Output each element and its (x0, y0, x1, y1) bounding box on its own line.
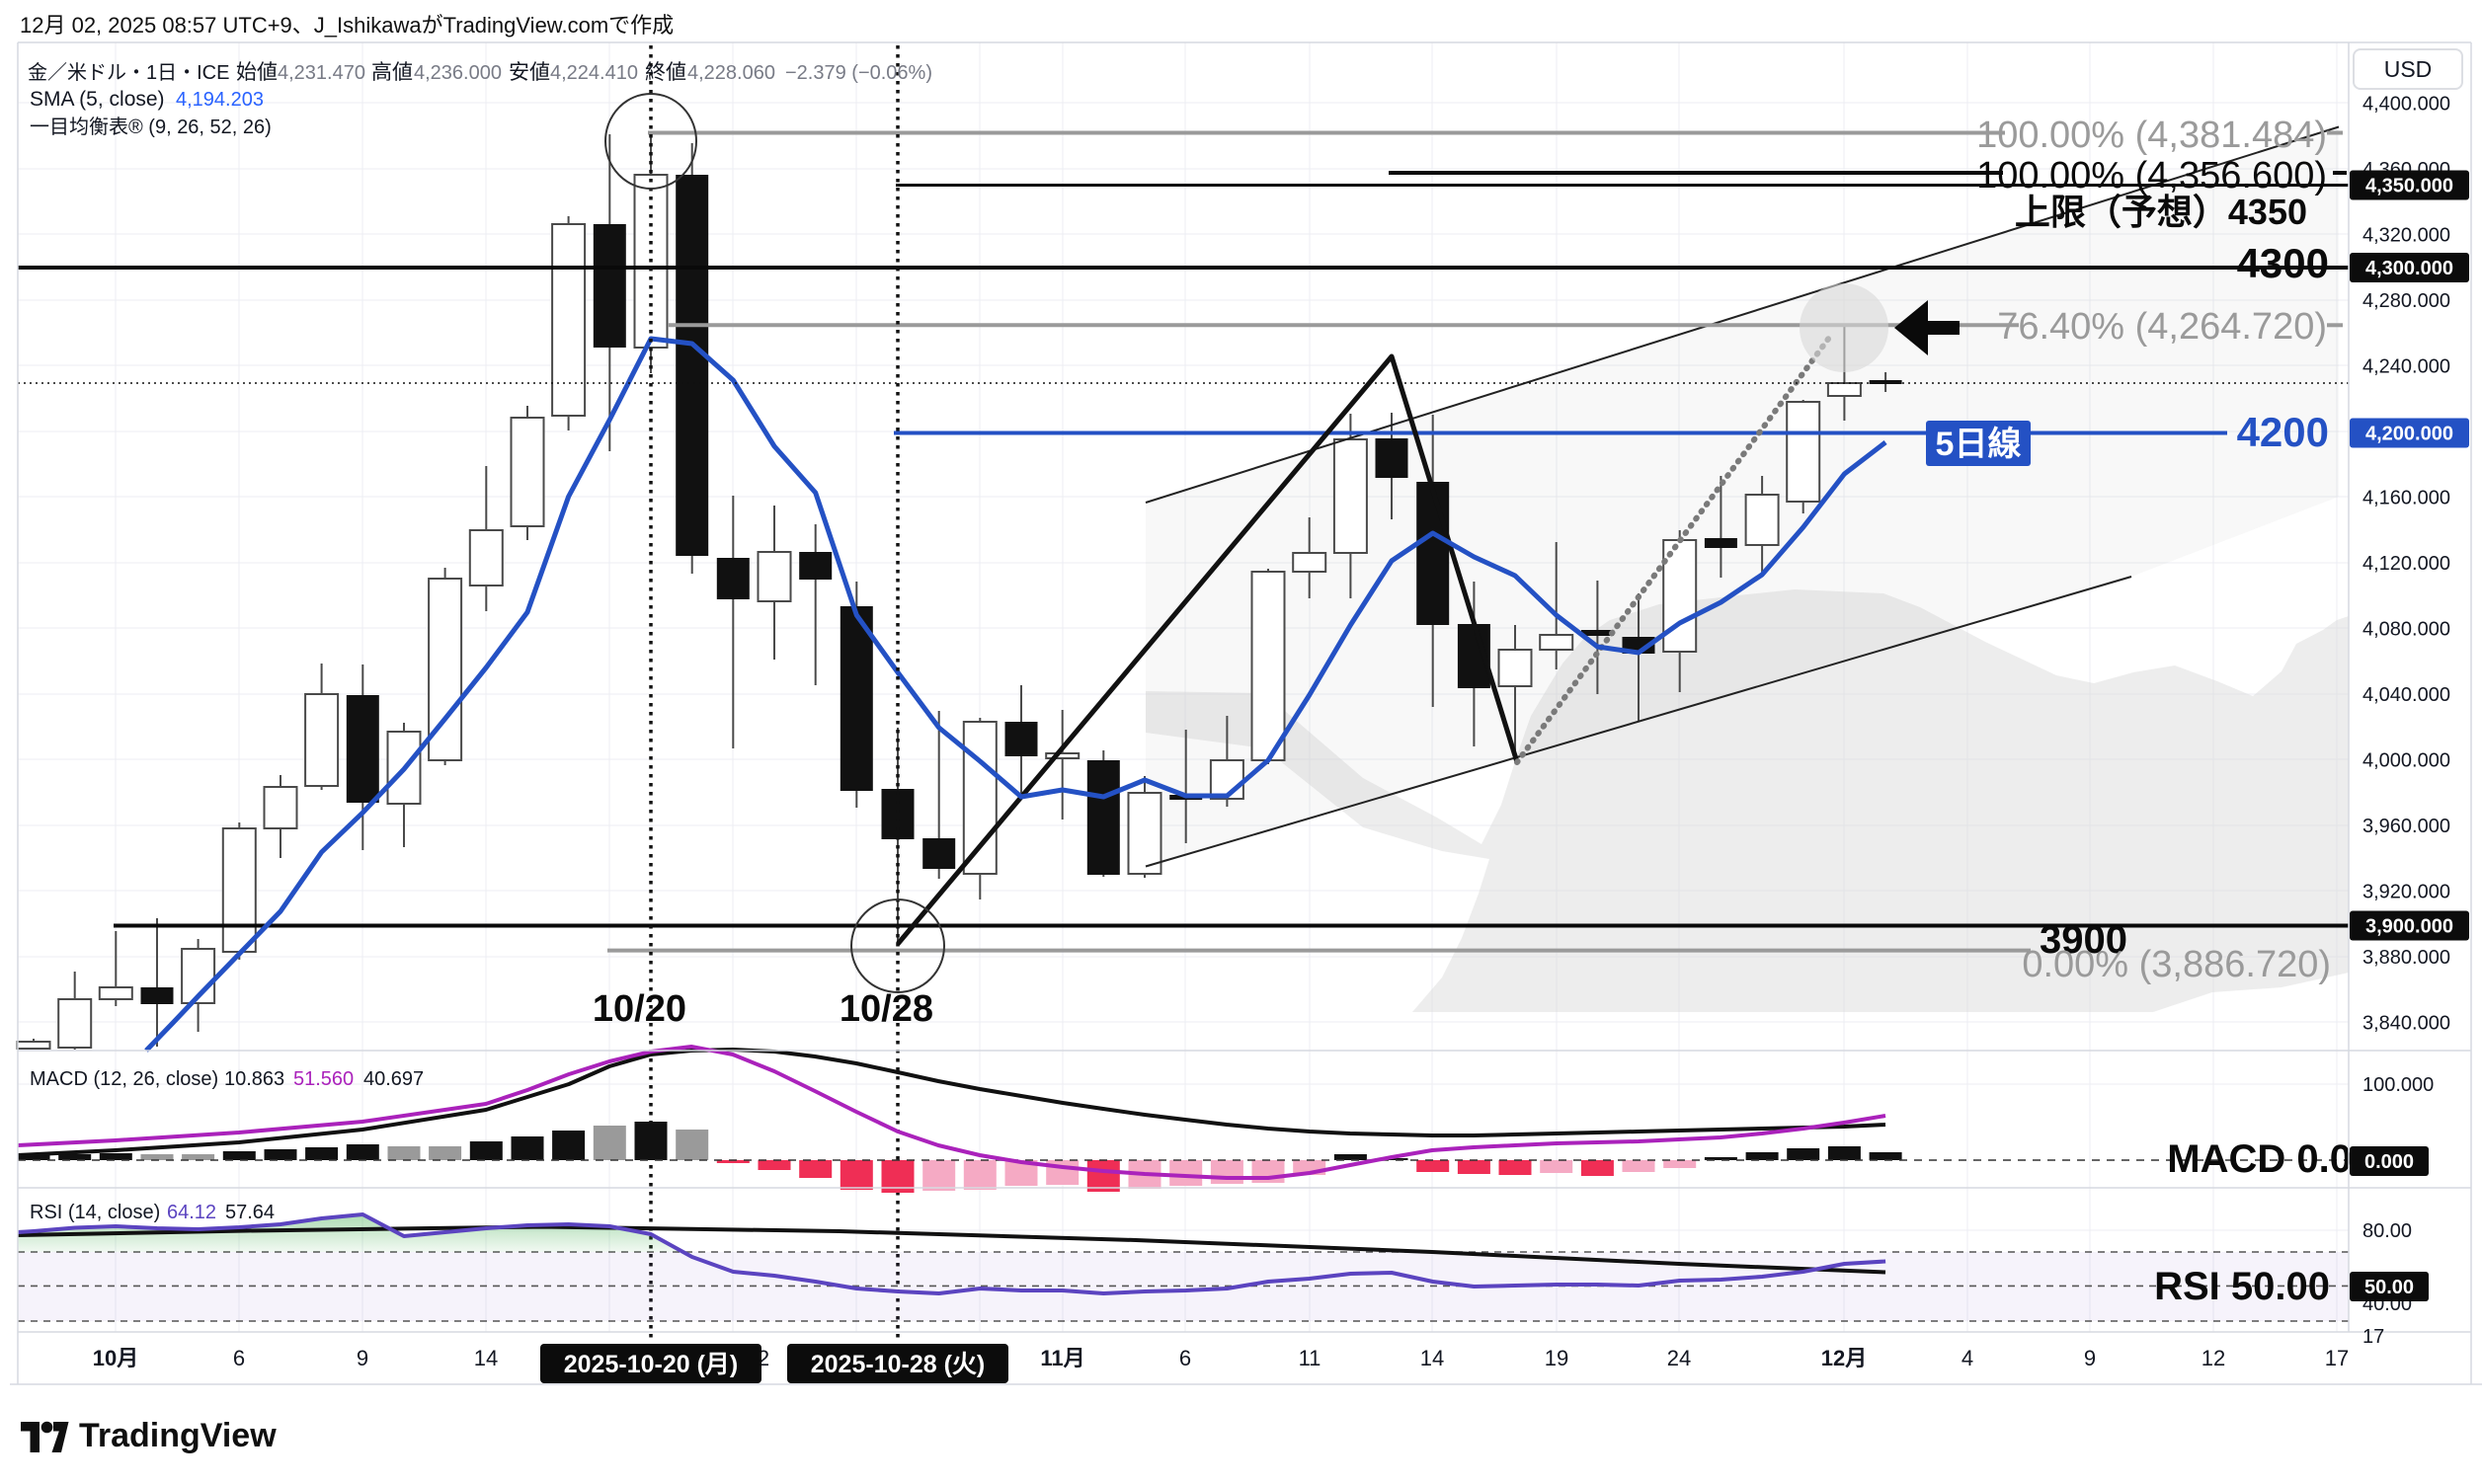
svg-text:3,880.000: 3,880.000 (2362, 947, 2450, 969)
svg-text:4,120.000: 4,120.000 (2362, 553, 2450, 575)
svg-text:3,960.000: 3,960.000 (2362, 816, 2450, 837)
svg-text:4: 4 (1962, 1346, 1973, 1370)
svg-text:3,900.000: 3,900.000 (2365, 916, 2453, 938)
svg-text:MACD 0.0: MACD 0.0 (2167, 1137, 2352, 1181)
svg-text:RSI (14, close): RSI (14, close) (30, 1202, 160, 1223)
svg-text:4,280.000: 4,280.000 (2362, 290, 2450, 312)
svg-text:4,231.470: 4,231.470 (278, 62, 365, 84)
svg-text:2025-10-28 (火): 2025-10-28 (火) (811, 1351, 985, 1378)
svg-text:上限（予想）4350: 上限（予想）4350 (2015, 192, 2307, 232)
svg-text:3,840.000: 3,840.000 (2362, 1012, 2450, 1034)
svg-text:64.12: 64.12 (167, 1202, 216, 1223)
svg-text:4,000.000: 4,000.000 (2362, 749, 2450, 771)
svg-text:6: 6 (1179, 1346, 1191, 1370)
svg-text:4200: 4200 (2237, 409, 2329, 455)
svg-text:12: 12 (2202, 1346, 2225, 1370)
svg-text:11月: 11月 (1040, 1346, 1084, 1370)
svg-text:14: 14 (474, 1346, 498, 1370)
svg-text:RSI 50.00: RSI 50.00 (2154, 1265, 2330, 1308)
svg-text:2025-10-20 (月): 2025-10-20 (月) (564, 1351, 738, 1378)
svg-text:4,194.203: 4,194.203 (176, 89, 264, 111)
svg-text:4,320.000: 4,320.000 (2362, 224, 2450, 246)
svg-text:12月: 12月 (1821, 1346, 1867, 1370)
svg-text:57.64: 57.64 (225, 1202, 275, 1223)
svg-text:4,200.000: 4,200.000 (2365, 424, 2453, 445)
svg-text:10月: 10月 (93, 1346, 138, 1370)
svg-text:17: 17 (2362, 1326, 2384, 1348)
svg-text:17: 17 (2325, 1346, 2349, 1370)
svg-text:金／米ドル・1日・ICE: 金／米ドル・1日・ICE (28, 61, 229, 84)
svg-text:51.560: 51.560 (293, 1068, 354, 1090)
svg-text:40.697: 40.697 (363, 1068, 424, 1090)
svg-text:19: 19 (1545, 1346, 1568, 1370)
svg-text:0.00% (3,886.720): 0.00% (3,886.720) (2022, 944, 2331, 985)
svg-text:100.00% (4,381.484): 100.00% (4,381.484) (1976, 115, 2327, 156)
svg-text:50.00: 50.00 (2364, 1277, 2414, 1298)
svg-text:76.40% (4,264.720): 76.40% (4,264.720) (1997, 306, 2327, 348)
svg-text:始値: 始値 (236, 61, 278, 84)
svg-text:安値: 安値 (509, 61, 550, 84)
svg-text:4,224.410: 4,224.410 (550, 62, 638, 84)
svg-text:4,300.000: 4,300.000 (2365, 258, 2453, 279)
svg-text:4300: 4300 (2237, 240, 2329, 286)
svg-text:10/28: 10/28 (840, 988, 933, 1030)
svg-text:100.000: 100.000 (2362, 1074, 2434, 1096)
svg-text:9: 9 (357, 1346, 368, 1370)
svg-text:14: 14 (1420, 1346, 1444, 1370)
svg-text:3900: 3900 (2040, 918, 2127, 962)
svg-text:高値: 高値 (371, 61, 413, 84)
svg-text:MACD (12, 26, close): MACD (12, 26, close) (30, 1068, 218, 1090)
svg-text:4,160.000: 4,160.000 (2362, 487, 2450, 508)
svg-text:4,040.000: 4,040.000 (2362, 684, 2450, 706)
svg-text:10/20: 10/20 (593, 988, 686, 1030)
svg-text:100.00% (4,356.600): 100.00% (4,356.600) (1976, 155, 2327, 196)
svg-text:5日線: 5日線 (1936, 426, 2022, 463)
svg-text:12月 02, 2025 08:57 UTC+9、J_Ish: 12月 02, 2025 08:57 UTC+9、J_IshikawaがTrad… (20, 13, 674, 38)
svg-text:11: 11 (1299, 1346, 1321, 1370)
svg-text:4,080.000: 4,080.000 (2362, 618, 2450, 640)
svg-text:10.863: 10.863 (224, 1068, 284, 1090)
svg-text:9: 9 (2084, 1346, 2096, 1370)
svg-text:4,400.000: 4,400.000 (2362, 93, 2450, 115)
svg-text:4,240.000: 4,240.000 (2362, 355, 2450, 377)
svg-text:終値: 終値 (645, 61, 686, 84)
svg-text:4,350.000: 4,350.000 (2365, 176, 2453, 197)
svg-text:80.00: 80.00 (2362, 1220, 2412, 1242)
svg-text:SMA (5, close): SMA (5, close) (30, 88, 165, 111)
svg-text:24: 24 (1667, 1346, 1691, 1370)
svg-text:3,920.000: 3,920.000 (2362, 881, 2450, 902)
svg-text:一目均衡表® (9, 26, 52, 26): 一目均衡表® (9, 26, 52, 26) (30, 116, 272, 138)
svg-text:0.000: 0.000 (2364, 1151, 2414, 1173)
svg-text:TradingView: TradingView (79, 1417, 277, 1454)
svg-text:4,236.000: 4,236.000 (414, 62, 502, 84)
svg-text:6: 6 (233, 1346, 245, 1370)
svg-text:USD: USD (2384, 56, 2433, 82)
svg-text:4,228.060: 4,228.060 (687, 62, 775, 84)
svg-text:−2.379 (−0.06%): −2.379 (−0.06%) (785, 62, 932, 84)
